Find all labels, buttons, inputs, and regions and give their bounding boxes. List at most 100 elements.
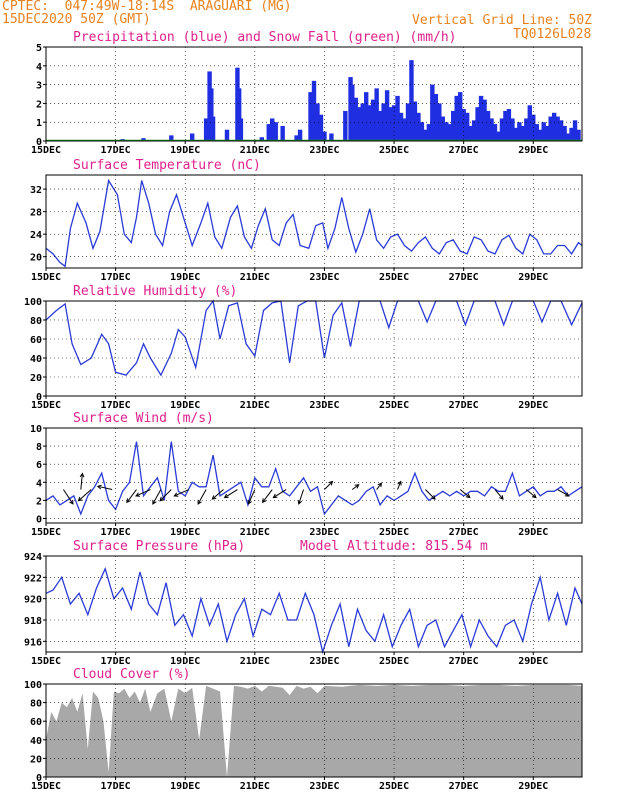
rh-ytick-label: 60	[30, 335, 42, 346]
rh-xtick-label: 27DEC	[449, 400, 479, 411]
pressure-ytick-label: 920	[24, 595, 42, 606]
wind-wind-arrow-head	[69, 499, 74, 505]
precip-bar	[377, 110, 383, 141]
wind-xtick-label: 29DEC	[518, 527, 548, 538]
precip-ytick-label: 1	[36, 118, 42, 129]
precip-bar	[388, 107, 393, 141]
precip-bar	[370, 99, 376, 141]
pressure-title: Surface Pressure (hPa)	[73, 539, 245, 554]
wind-wind-arrow-head	[223, 493, 229, 499]
precip-bar	[322, 131, 327, 141]
wind-wind-arrow-head	[262, 498, 267, 504]
rh-ytick-label: 0	[36, 392, 42, 403]
cloud-xtick-label: 15DEC	[31, 781, 61, 792]
precip-bar	[423, 129, 428, 141]
temp-xtick-label: 23DEC	[309, 272, 339, 283]
wind-wind-arrow-head	[328, 480, 334, 486]
precip-xtick-label: 29DEC	[518, 145, 548, 156]
precip-bar	[513, 127, 519, 141]
precip-bar	[551, 112, 557, 141]
precip-bar	[562, 125, 567, 141]
precip-bar	[464, 112, 470, 141]
pressure-xtick-label: 19DEC	[170, 656, 200, 667]
temp-ytick-label: 24	[30, 230, 42, 241]
precip-bar	[259, 137, 264, 141]
wind-wind-arrow-head	[77, 496, 83, 502]
wind-ytick-label: 0	[36, 514, 42, 525]
temp-ytick-label: 32	[30, 185, 42, 196]
precip-bar	[454, 95, 459, 141]
wind-wind-arrow	[397, 481, 402, 490]
wind-wind-arrow-head	[152, 499, 157, 505]
rh-line	[45, 299, 583, 377]
temp-ytick-label: 28	[30, 208, 42, 219]
wind-line	[45, 441, 583, 516]
wind-wind-arrow	[351, 484, 359, 490]
rh-xtick-label: 17DEC	[101, 400, 131, 411]
wind-wind-arrow-head	[430, 495, 436, 500]
precip-ytick-label: 3	[36, 81, 42, 92]
cloud-xtick-label: 19DEC	[170, 781, 200, 792]
precip-bar	[270, 118, 275, 141]
header-run-time: 15DEC2020 50Z (GMT)	[2, 12, 151, 27]
temp-ytick-label: 20	[30, 253, 42, 264]
pressure-ytick-label: 918	[24, 616, 42, 627]
precip-bar	[527, 105, 532, 141]
wind-wind-arrow-head	[79, 472, 85, 478]
cloud-ytick-label: 20	[30, 754, 42, 765]
wind-wind-arrow	[262, 489, 273, 503]
wind-xtick-label: 21DEC	[240, 527, 270, 538]
rh-ytick-label: 40	[30, 354, 42, 365]
wind-wind-arrow-head	[173, 492, 179, 497]
precip-bar	[297, 129, 303, 141]
precip-bar	[524, 118, 529, 141]
precip-bar	[572, 120, 578, 141]
precip-bar	[238, 118, 244, 141]
precip-bar	[440, 116, 445, 141]
precip-bar	[364, 92, 369, 141]
precip-bar	[437, 103, 442, 141]
temp-xtick-label: 21DEC	[240, 272, 270, 283]
wind-xtick-label: 17DEC	[101, 527, 131, 538]
wind-wind-arrow	[126, 489, 137, 503]
precip-bar	[475, 107, 480, 141]
precip-bar	[520, 125, 526, 141]
wind-wind-arrow-head	[247, 499, 252, 505]
precip-ytick-label: 0	[36, 137, 42, 148]
precip-bar	[395, 95, 400, 141]
precip-bar	[329, 133, 334, 141]
precip-bar	[308, 92, 313, 141]
wind-wind-arrow	[494, 489, 504, 500]
precip-bar	[280, 125, 285, 141]
temp-xtick-label: 25DEC	[379, 272, 409, 283]
rh-xtick-label: 21DEC	[240, 400, 270, 411]
precip-bar	[444, 122, 449, 141]
wind-wind-arrow-head	[297, 499, 303, 505]
precip-bar	[430, 84, 435, 141]
precip-xtick-label: 19DEC	[170, 145, 200, 156]
wind-wind-arrow-head	[126, 498, 131, 504]
precip-bar	[311, 80, 317, 141]
pressure-xtick-label: 29DEC	[518, 656, 548, 667]
precip-bar	[538, 129, 543, 141]
temp-xtick-label: 15DEC	[31, 272, 61, 283]
temp-title: Surface Temperature (nC)	[73, 158, 261, 173]
wind-wind-arrow	[211, 489, 224, 500]
precip-bar	[492, 124, 498, 141]
header-model-code: TQ0126L028	[513, 27, 592, 42]
precip-bar	[565, 133, 571, 141]
wind-wind-arrow-head	[397, 480, 402, 486]
rh-title: Relative Humidity (%)	[73, 284, 237, 299]
precip-bar	[203, 118, 209, 141]
precip-bar	[367, 105, 372, 141]
precip-bar	[169, 135, 174, 141]
temp-xtick-label: 27DEC	[449, 272, 479, 283]
wind-wind-arrow	[298, 489, 305, 505]
wind-wind-arrow	[197, 489, 207, 505]
wind-title: Surface Wind (m/s)	[73, 411, 214, 426]
wind-wind-arrow	[80, 473, 83, 490]
precip-bar	[471, 120, 477, 141]
precip-bar	[569, 127, 574, 141]
wind-wind-arrow-head	[377, 482, 383, 488]
precip-xtick-label: 17DEC	[101, 145, 131, 156]
